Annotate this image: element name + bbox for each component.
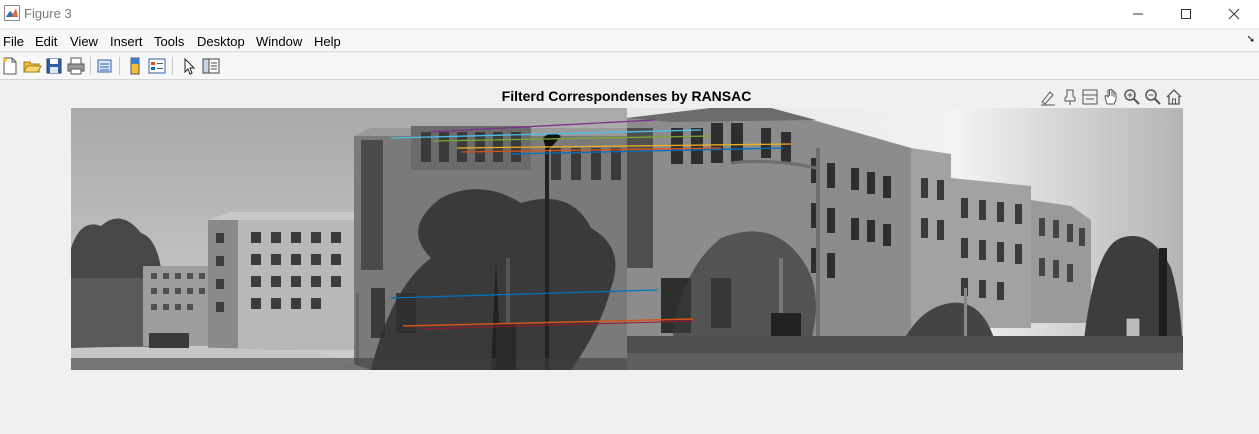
open-file-icon[interactable] bbox=[22, 56, 42, 76]
menu-desktop[interactable]: Desktop bbox=[197, 34, 245, 49]
dock-figure-icon[interactable]: ➘ bbox=[1246, 34, 1255, 45]
figure-toolbar bbox=[0, 53, 1259, 80]
restore-view-icon[interactable] bbox=[1164, 87, 1184, 107]
data-tips-icon[interactable] bbox=[1060, 87, 1080, 107]
new-figure-icon[interactable] bbox=[0, 56, 20, 76]
edit-plot-icon[interactable] bbox=[179, 56, 199, 76]
close-icon bbox=[1228, 8, 1240, 20]
minimize-button[interactable] bbox=[1115, 0, 1161, 28]
menu-view[interactable]: View bbox=[70, 34, 98, 49]
link-plot-icon[interactable] bbox=[95, 56, 115, 76]
stitched-image bbox=[71, 108, 1183, 370]
correspondence-line bbox=[510, 147, 784, 155]
close-button[interactable] bbox=[1211, 0, 1257, 28]
menu-window[interactable]: Window bbox=[256, 34, 303, 49]
maximize-icon bbox=[1181, 9, 1191, 19]
axes-title: Filterd Correspondenses by RANSAC bbox=[501, 88, 752, 104]
window-title: Figure 3 bbox=[24, 6, 72, 21]
maximize-button[interactable] bbox=[1163, 0, 1209, 28]
menu-insert[interactable]: Insert bbox=[110, 34, 143, 49]
toolbar-separator bbox=[119, 57, 120, 75]
right-image bbox=[627, 108, 1183, 370]
correspondence-line bbox=[460, 147, 722, 153]
menu-help[interactable]: Help bbox=[314, 34, 341, 49]
correspondence-line bbox=[428, 119, 656, 133]
menu-tools[interactable]: Tools bbox=[154, 34, 185, 49]
save-icon[interactable] bbox=[44, 56, 64, 76]
menu-edit[interactable]: Edit bbox=[35, 34, 58, 49]
correspondence-line bbox=[420, 320, 694, 330]
insert-legend-icon[interactable] bbox=[147, 56, 167, 76]
correspondence-line bbox=[390, 129, 702, 139]
property-inspector-icon[interactable] bbox=[201, 56, 221, 76]
correspondence-line bbox=[432, 135, 712, 142]
correspondence-line bbox=[390, 289, 658, 299]
zoom-out-icon[interactable] bbox=[1143, 87, 1163, 107]
correspondence-lines bbox=[390, 119, 792, 330]
menu-bar: File Edit View Insert Tools Desktop Wind… bbox=[0, 30, 1259, 52]
correspondence-line bbox=[402, 318, 694, 327]
zoom-in-icon[interactable] bbox=[1122, 87, 1142, 107]
brush-data-icon[interactable] bbox=[1038, 87, 1058, 107]
print-icon[interactable] bbox=[66, 56, 86, 76]
pan-icon[interactable] bbox=[1101, 87, 1121, 107]
minimize-icon bbox=[1133, 13, 1143, 15]
toolbar-separator bbox=[90, 57, 91, 75]
insert-colorbar-icon[interactable] bbox=[125, 56, 145, 76]
correspondence-line bbox=[456, 143, 792, 149]
export-icon[interactable] bbox=[1080, 87, 1100, 107]
toolbar-separator bbox=[172, 57, 173, 75]
menu-file[interactable]: File bbox=[3, 34, 24, 49]
matlab-icon bbox=[4, 5, 20, 21]
figure-canvas: Filterd Correspondenses by RANSAC bbox=[0, 81, 1259, 434]
title-bar: Figure 3 bbox=[0, 0, 1259, 28]
